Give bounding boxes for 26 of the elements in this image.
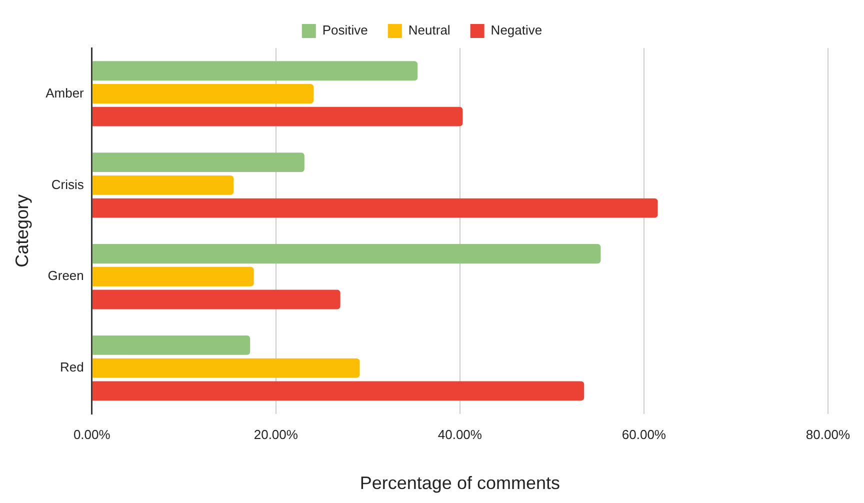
y-tick-label: Red	[60, 360, 84, 375]
x-tick-label: 60.00%	[622, 427, 666, 442]
bar	[92, 381, 584, 401]
bar	[92, 175, 234, 195]
bar	[92, 266, 254, 286]
bar	[92, 358, 360, 378]
x-axis-title: Percentage of comments	[360, 473, 560, 494]
x-tick-label: 0.00%	[73, 427, 111, 442]
bar	[92, 61, 418, 81]
y-tick-label: Crisis	[51, 176, 84, 192]
legend-label: Neutral	[408, 22, 450, 38]
y-axis-title: Category	[12, 194, 32, 268]
x-tick-label: 80.00%	[806, 427, 850, 442]
bar	[92, 198, 658, 218]
bar	[92, 152, 304, 172]
bar	[92, 84, 314, 104]
y-tick-label: Green	[48, 268, 84, 284]
x-tick-label: 20.00%	[254, 427, 298, 442]
legend-label: Negative	[490, 22, 542, 38]
bar	[92, 244, 601, 264]
bar	[92, 335, 250, 355]
bar	[92, 106, 463, 126]
bar	[92, 290, 340, 310]
legend-label: Positive	[322, 22, 368, 38]
y-tick-label: Amber	[46, 85, 85, 100]
x-tick-label: 40.00%	[438, 427, 482, 442]
